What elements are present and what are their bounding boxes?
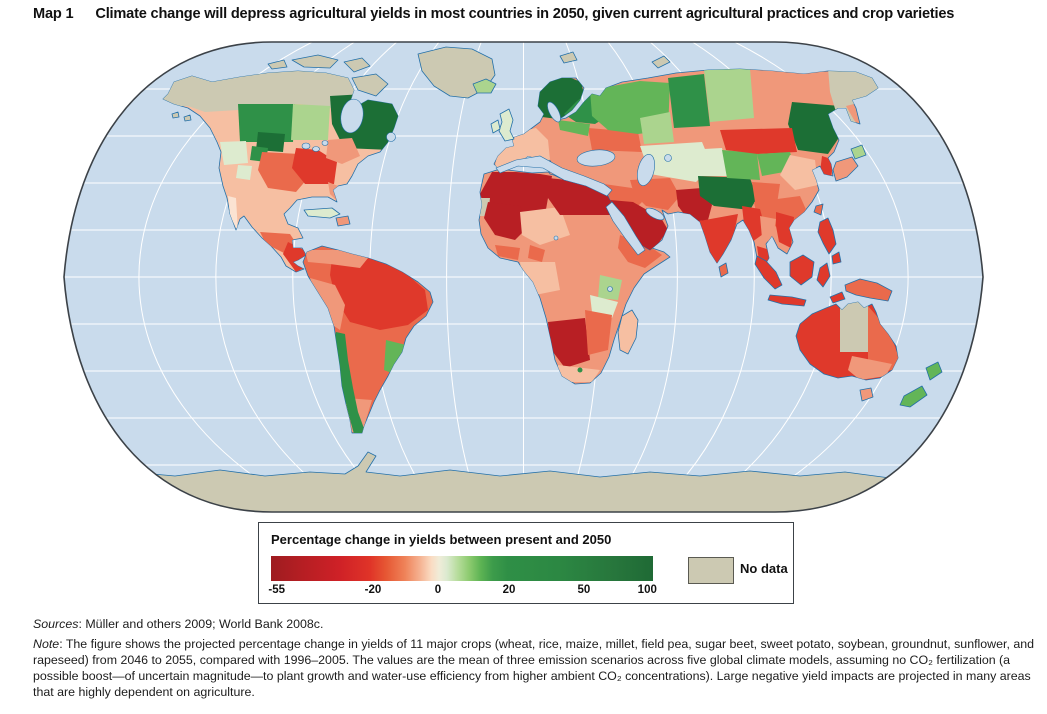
lake-victoria <box>607 286 613 292</box>
region-novaya-zemlya <box>651 55 671 69</box>
aral-sea <box>664 154 672 162</box>
lake-chad <box>553 235 559 241</box>
region-iran <box>630 178 680 210</box>
region-baltic-states <box>558 120 590 136</box>
mediterranean-sea <box>495 155 613 197</box>
region-ireland <box>490 119 501 134</box>
region-philippines <box>817 217 842 265</box>
region-niger-chad <box>520 207 570 245</box>
tick-label: 100 <box>637 584 657 596</box>
great-lakes <box>312 146 320 152</box>
region-madagascar <box>617 309 639 355</box>
region-aleutian-islands <box>171 111 192 122</box>
region-hispaniola <box>335 215 351 227</box>
sources-line: Sources: Müller and others 2009; World B… <box>33 617 1037 631</box>
region-xinjiang <box>686 148 727 176</box>
great-lakes <box>321 140 329 146</box>
no-data-label: No data <box>740 561 788 576</box>
region-ghana-benin <box>495 245 520 260</box>
region-sulawesi <box>816 262 831 288</box>
region-south-africa <box>556 365 600 382</box>
region-new-zealand <box>899 361 943 408</box>
region-east-siberia <box>750 69 838 116</box>
gulf-st-lawrence <box>386 132 396 142</box>
legend-box: Percentage change in yields between pres… <box>258 522 794 604</box>
region-japan-honshu <box>832 156 859 182</box>
tick-label: 20 <box>502 584 516 596</box>
note-label: Note <box>33 637 60 651</box>
region-borneo <box>789 254 815 286</box>
figure-title-text: Climate change will depress agricultural… <box>95 6 955 22</box>
region-taiwan <box>813 203 824 216</box>
region-sichuan <box>752 182 780 204</box>
region-india <box>694 214 738 264</box>
region-canada-border <box>256 132 285 152</box>
red-sea <box>605 201 646 256</box>
persian-gulf <box>645 207 665 221</box>
baltic-sea <box>547 101 561 123</box>
region-svalbard <box>559 51 578 64</box>
region-canada-central <box>291 104 330 140</box>
sources-text: : Müller and others 2009; World Bank 200… <box>78 617 324 631</box>
inland-seas <box>301 98 672 292</box>
no-data-swatch <box>688 557 734 584</box>
region-new-guinea <box>844 278 893 302</box>
region-ukraine-steppe <box>588 128 642 152</box>
tick-label: 50 <box>577 584 591 596</box>
color-scale-ticks: -55 -20 0 20 50 100 <box>268 584 656 599</box>
region-uk <box>498 108 515 142</box>
tick-label: -55 <box>268 584 286 596</box>
region-java <box>767 294 807 307</box>
region-peru <box>310 278 345 330</box>
color-scale-bar <box>271 556 653 581</box>
region-us-northwest <box>220 141 248 165</box>
region-cameroon <box>528 245 545 262</box>
tick-label: 0 <box>434 584 442 596</box>
region-mauritania-mali <box>484 202 530 240</box>
region-cuba <box>303 207 341 219</box>
region-zimbabwe-mozambique <box>585 310 612 355</box>
region-namibia-botswana <box>548 318 590 368</box>
region-urals <box>668 74 710 128</box>
region-australia-east <box>868 306 898 372</box>
region-central-siberia <box>704 69 754 122</box>
region-japan-hokkaido <box>850 144 867 160</box>
region-tasmania <box>859 387 874 402</box>
region-iceland <box>472 78 497 94</box>
region-tibet <box>698 176 757 210</box>
region-amazon <box>330 258 428 330</box>
black-sea <box>576 149 616 167</box>
region-chile <box>334 332 366 433</box>
region-sa-north <box>305 250 368 268</box>
region-australia-southeast <box>848 356 892 380</box>
note-paragraph: Note: The figure shows the projected per… <box>33 636 1037 701</box>
region-us-northeast <box>326 138 360 164</box>
region-us-mountain <box>236 165 252 180</box>
region-timor <box>829 291 846 304</box>
region-sri-lanka <box>718 262 729 278</box>
tick-label: -20 <box>364 584 382 596</box>
region-lesotho <box>577 367 583 373</box>
legend-title: Percentage change in yields between pres… <box>271 532 612 547</box>
region-volga <box>640 112 674 144</box>
region-australia-interior <box>840 302 868 352</box>
region-sumatra <box>754 255 783 290</box>
region-gansu <box>722 150 760 180</box>
region-canada-west <box>238 104 295 142</box>
note-text: : The figure shows the projected percent… <box>33 637 1035 700</box>
region-baja <box>228 196 238 232</box>
region-arctic-islands <box>267 54 389 97</box>
figure-title: Map 1 Climate change will depress agricul… <box>33 6 1033 22</box>
caspian-sea <box>637 154 655 186</box>
region-vietnam <box>776 212 794 248</box>
sources-label: Sources <box>33 617 79 631</box>
region-east-china <box>780 155 818 190</box>
hudson-bay <box>340 98 364 134</box>
region-mongolia <box>720 128 797 154</box>
region-us-southeast <box>292 148 337 184</box>
great-lakes <box>301 142 311 150</box>
figure-label: Map 1 <box>33 6 74 22</box>
